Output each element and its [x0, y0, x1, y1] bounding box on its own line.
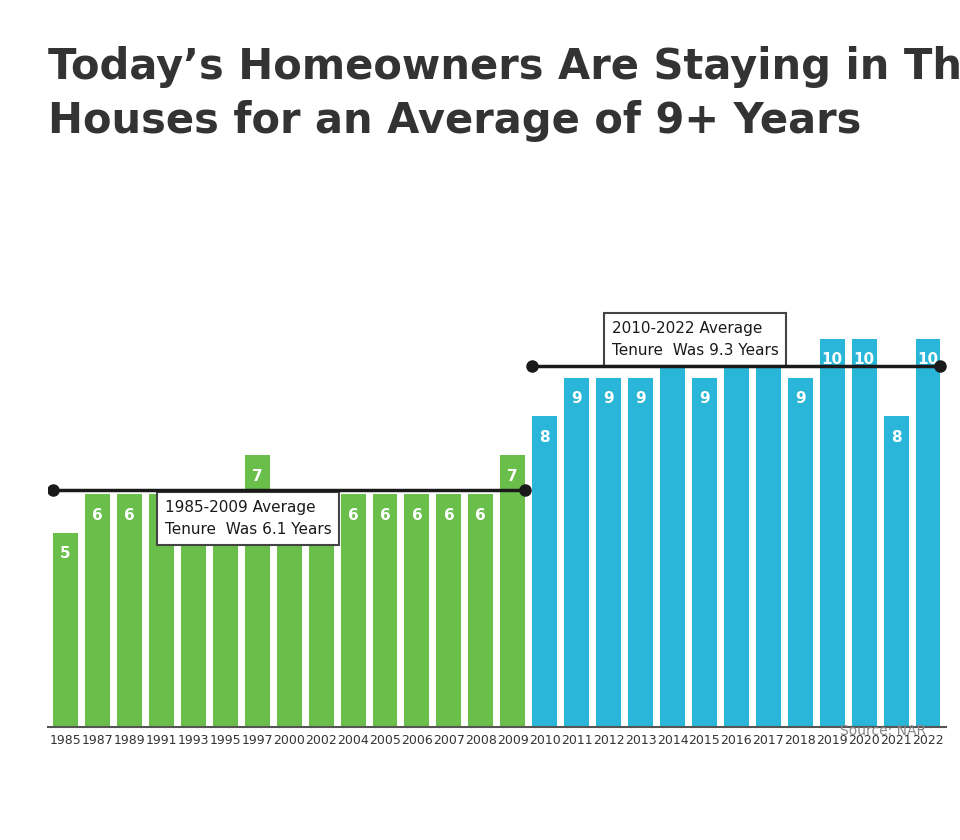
- Text: 9: 9: [571, 391, 582, 407]
- Text: 1985-2009 Average
Tenure  Was 6.1 Years: 1985-2009 Average Tenure Was 6.1 Years: [164, 500, 331, 537]
- Bar: [85, 494, 110, 727]
- Text: 10: 10: [757, 353, 779, 367]
- Bar: [692, 378, 717, 727]
- Text: 7: 7: [252, 469, 262, 484]
- Text: 5: 5: [60, 546, 71, 561]
- Text: 6: 6: [444, 507, 454, 522]
- Bar: [53, 533, 78, 727]
- Bar: [788, 378, 813, 727]
- Text: 6: 6: [188, 507, 199, 522]
- Bar: [916, 339, 941, 727]
- Bar: [883, 417, 908, 727]
- Text: 6: 6: [475, 507, 486, 522]
- Text: YourPerfectHomeGroup.com: YourPerfectHomeGroup.com: [610, 804, 826, 818]
- Text: Finding Your Perfect Home Brokered By eXp: Finding Your Perfect Home Brokered By eX…: [154, 804, 488, 818]
- Text: 10: 10: [918, 353, 939, 367]
- Text: 9: 9: [699, 391, 709, 407]
- Text: 2010-2022 Average
Tenure  Was 9.3 Years: 2010-2022 Average Tenure Was 9.3 Years: [612, 321, 779, 359]
- Text: 7: 7: [508, 469, 518, 484]
- Text: 6: 6: [220, 507, 230, 522]
- Bar: [724, 339, 749, 727]
- Text: 6: 6: [124, 507, 134, 522]
- Text: 6: 6: [156, 507, 167, 522]
- Bar: [149, 494, 174, 727]
- Bar: [596, 378, 621, 727]
- Text: 10: 10: [726, 353, 747, 367]
- Bar: [117, 494, 142, 727]
- Text: 10: 10: [853, 353, 875, 367]
- Text: 6: 6: [284, 507, 295, 522]
- Text: Source: NAR: Source: NAR: [840, 723, 926, 738]
- Bar: [468, 494, 493, 727]
- Bar: [564, 378, 589, 727]
- Text: 9: 9: [636, 391, 646, 407]
- Text: 8: 8: [540, 430, 550, 445]
- Bar: [276, 494, 301, 727]
- Bar: [532, 417, 557, 727]
- Bar: [628, 378, 653, 727]
- Bar: [341, 494, 366, 727]
- Bar: [660, 339, 684, 727]
- Text: 8: 8: [891, 430, 901, 445]
- Text: (209) 300-0311: (209) 300-0311: [610, 769, 739, 787]
- Text: 6: 6: [348, 507, 358, 522]
- Text: 6: 6: [412, 507, 422, 522]
- Bar: [372, 494, 397, 727]
- Text: 10: 10: [822, 353, 843, 367]
- Text: 6: 6: [379, 507, 391, 522]
- Bar: [404, 494, 429, 727]
- Text: 9: 9: [603, 391, 613, 407]
- Bar: [852, 339, 876, 727]
- Text: 9: 9: [795, 391, 805, 407]
- Text: 10: 10: [662, 353, 684, 367]
- Text: Today’s Homeowners Are Staying in Their
Houses for an Average of 9+ Years: Today’s Homeowners Are Staying in Their …: [48, 46, 960, 142]
- Text: C. Ray Brower: C. Ray Brower: [154, 769, 296, 787]
- Bar: [245, 455, 270, 727]
- Bar: [500, 455, 525, 727]
- Bar: [213, 494, 238, 727]
- Bar: [820, 339, 845, 727]
- Bar: [756, 339, 780, 727]
- Bar: [437, 494, 462, 727]
- Text: 6: 6: [316, 507, 326, 522]
- Text: 6: 6: [92, 507, 103, 522]
- Bar: [180, 494, 205, 727]
- Bar: [309, 494, 333, 727]
